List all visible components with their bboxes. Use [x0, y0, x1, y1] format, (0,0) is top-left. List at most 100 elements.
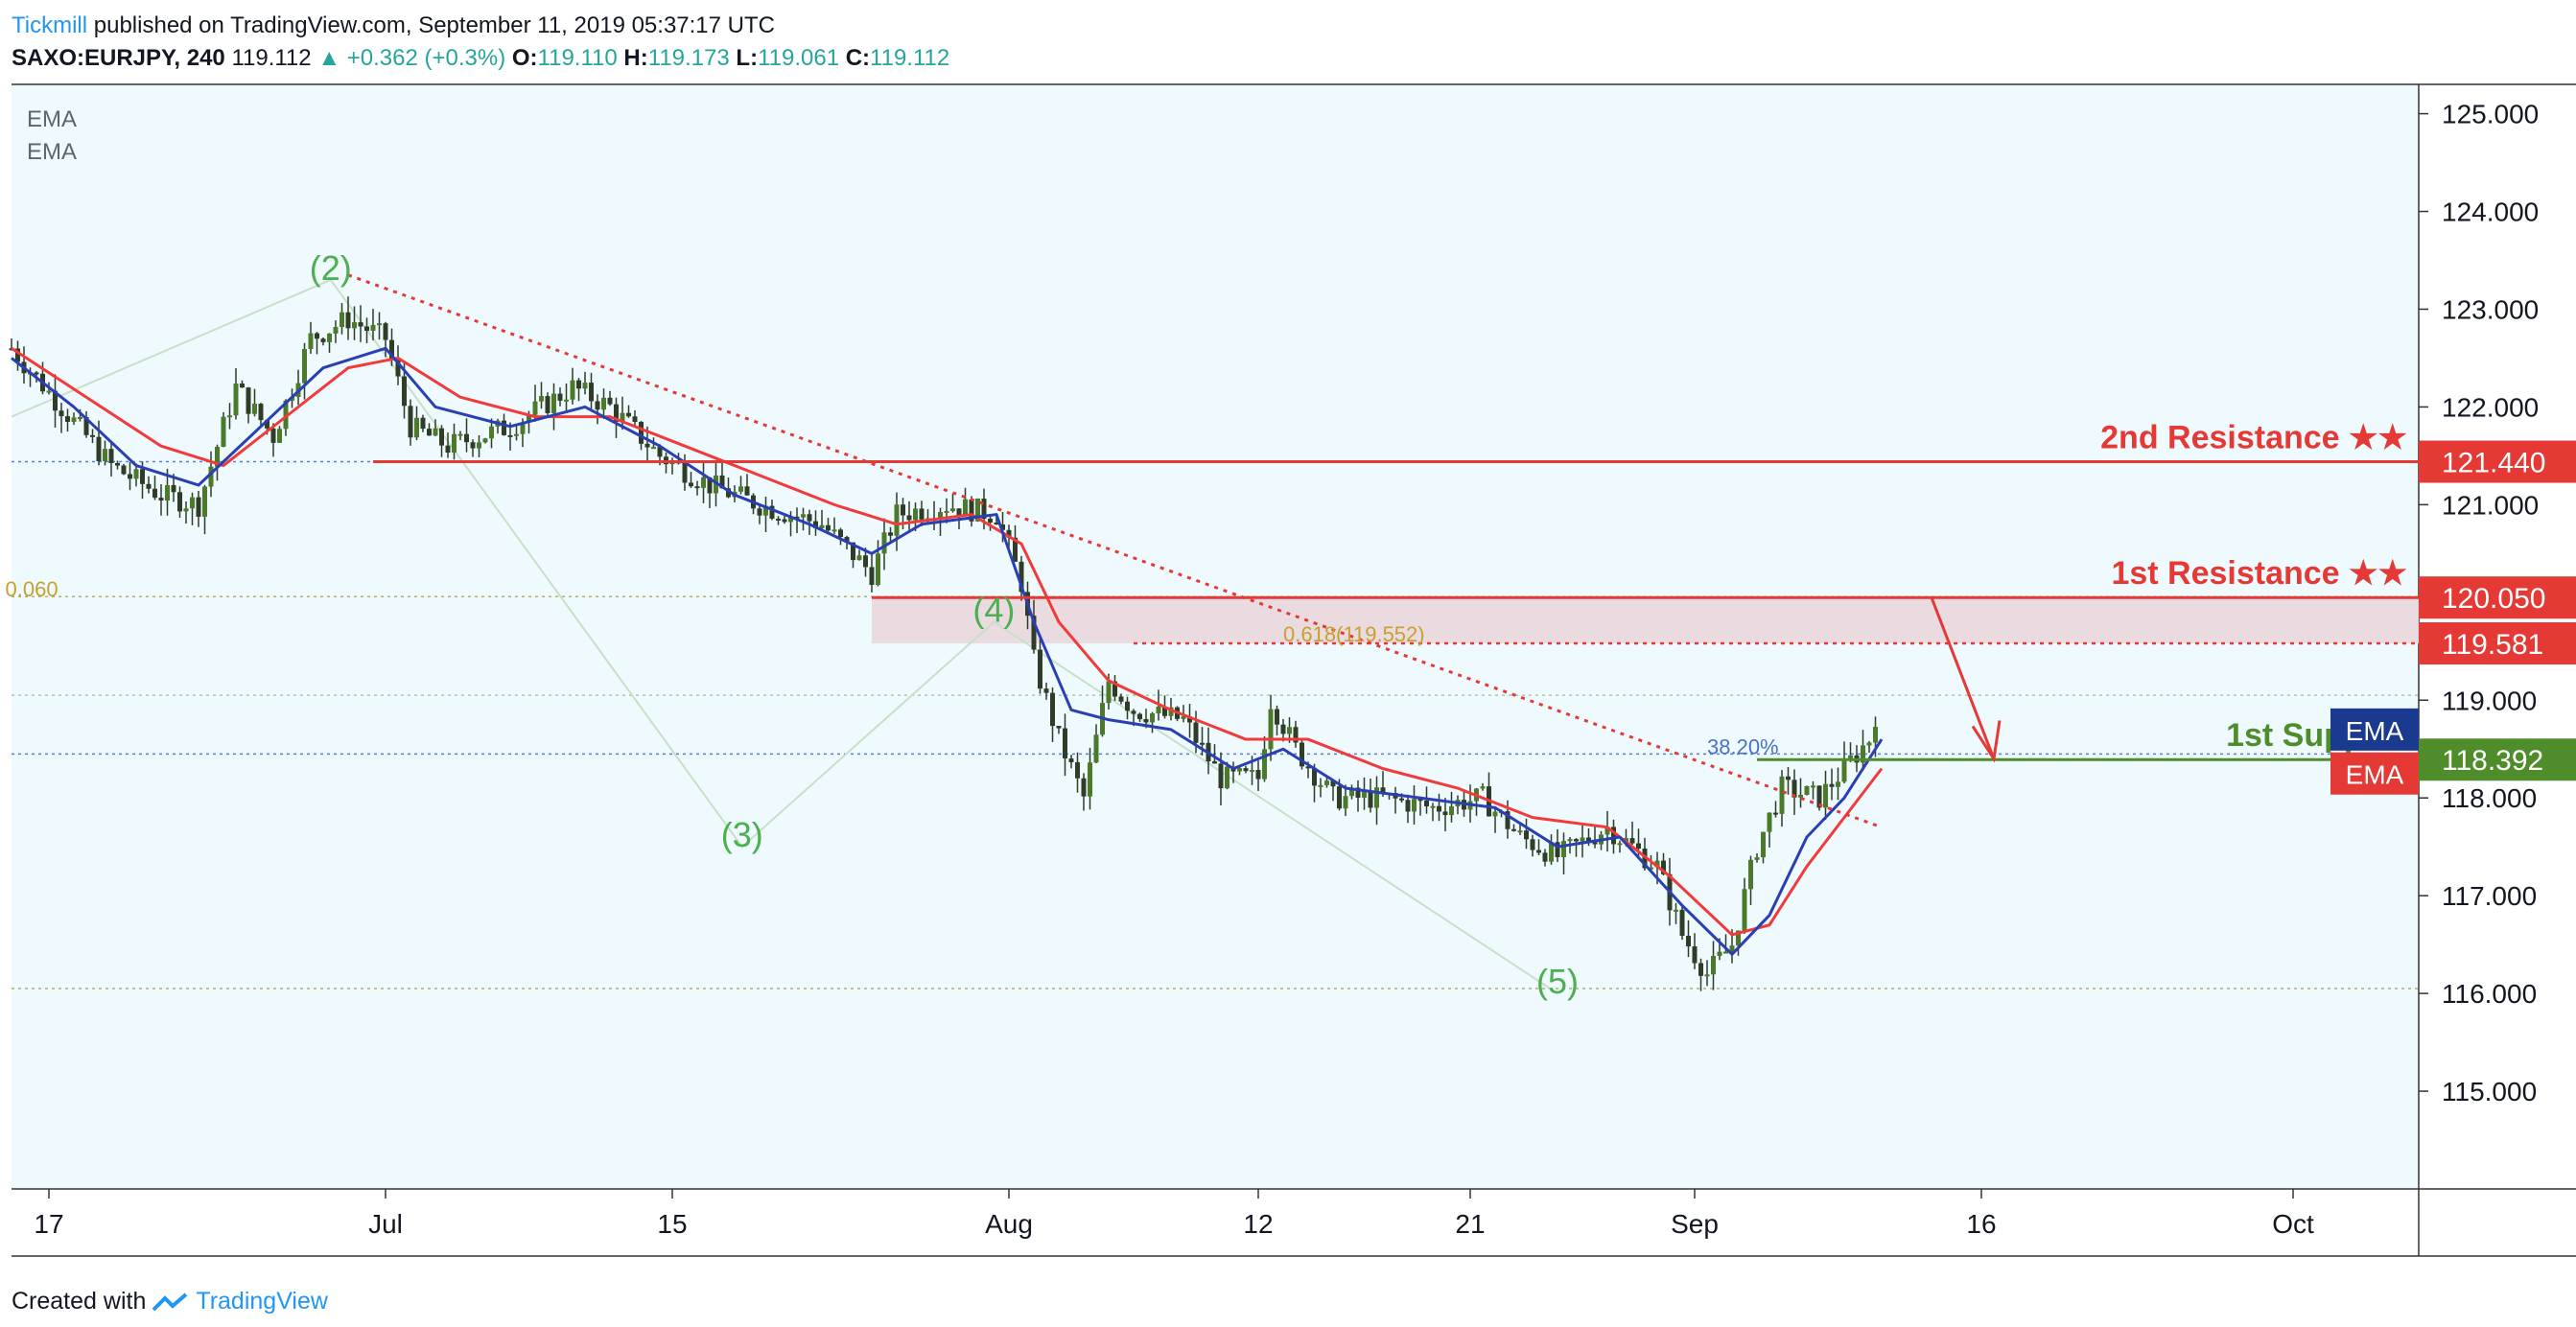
candle-body — [477, 442, 481, 449]
candle-body — [433, 428, 438, 436]
high-value: 119.173 — [647, 45, 730, 71]
up-arrow-icon: ▲ — [317, 45, 341, 71]
candle-body — [221, 416, 226, 447]
candle-body — [1106, 681, 1112, 704]
candle-body — [1823, 783, 1828, 808]
candle-body — [208, 466, 214, 487]
candle-body — [1711, 955, 1716, 975]
candle-body — [128, 474, 132, 479]
candle-body — [215, 446, 220, 467]
candle-body — [283, 400, 289, 430]
candle-body — [1000, 524, 1005, 530]
candle-body — [1293, 727, 1299, 743]
x-tick-label: Oct — [2272, 1209, 2314, 1239]
candle-body — [701, 477, 706, 488]
candle-body — [315, 333, 319, 339]
y-tick-label: 125.000 — [2442, 100, 2539, 129]
candle-body — [1742, 889, 1747, 931]
candle-body — [881, 532, 887, 554]
candle-body — [1343, 796, 1348, 809]
candle-body — [938, 512, 943, 520]
candle-body — [1305, 766, 1311, 769]
created-with: Created with — [12, 1288, 147, 1315]
candle-body — [340, 312, 344, 328]
candle-body — [863, 555, 868, 568]
candle-body — [358, 322, 363, 327]
candle-body — [345, 312, 351, 329]
publisher-link[interactable]: Tickmill — [12, 12, 88, 38]
candle-body — [1604, 826, 1610, 835]
candle-body — [158, 498, 164, 501]
low-label: L: — [736, 45, 759, 71]
candle-body — [994, 522, 999, 524]
target-arrow — [1930, 596, 1996, 759]
candle-body — [782, 519, 787, 523]
candle-body — [1779, 776, 1785, 814]
x-tick-label: 12 — [1243, 1209, 1273, 1239]
fib-label: 0.060 — [6, 577, 59, 601]
candle-body — [1754, 857, 1760, 860]
candle-body — [1412, 799, 1417, 812]
candle-body — [1337, 786, 1342, 809]
candle-body — [364, 326, 369, 332]
candle-body — [46, 390, 52, 393]
tradingview-link[interactable]: TradingView — [196, 1288, 328, 1315]
candle-body — [507, 434, 513, 437]
candle-body — [1181, 716, 1186, 719]
candle-body — [527, 414, 531, 423]
candle-body — [258, 404, 264, 421]
candle-body — [520, 422, 526, 434]
candle-body — [482, 438, 488, 443]
candle-body — [1156, 706, 1161, 714]
candle-body — [1038, 649, 1042, 689]
candle-body — [1841, 757, 1847, 782]
price-tag — [2419, 738, 2576, 781]
wave-label: (5) — [1536, 962, 1579, 1001]
footer: Created with TradingView — [12, 1288, 328, 1315]
candle-body — [844, 537, 850, 543]
ema-tag — [2330, 708, 2419, 751]
candle-body — [1081, 778, 1087, 797]
candle-body — [1368, 791, 1373, 808]
candle-body — [1449, 806, 1454, 816]
candle-body — [140, 469, 145, 484]
x-tick-label: Aug — [985, 1209, 1033, 1239]
price-tag-label: 120.050 — [2442, 583, 2545, 615]
candle-body — [1761, 831, 1766, 858]
candle-body — [457, 433, 463, 436]
candle-body — [707, 477, 713, 494]
level-name: 2nd Resistance ★★ — [2100, 420, 2407, 456]
candle-body — [452, 433, 457, 454]
candle-body — [545, 396, 550, 413]
y-tick-label: 119.000 — [2442, 686, 2537, 715]
candle-body — [146, 483, 152, 489]
candle-body — [1505, 811, 1510, 829]
candle-body — [975, 499, 980, 522]
candle-body — [769, 505, 775, 519]
x-tick-label: 16 — [1966, 1209, 1996, 1239]
candle-body — [1312, 767, 1317, 786]
candle-body — [439, 428, 444, 446]
candle-body — [1717, 951, 1722, 956]
candle-body — [78, 416, 82, 419]
candle-body — [1767, 812, 1772, 832]
candle-body — [1318, 784, 1323, 787]
candle-body — [1679, 909, 1685, 936]
candle-body — [1661, 860, 1666, 874]
candle-body — [807, 514, 812, 522]
candle-body — [1243, 768, 1249, 772]
candle-body — [1430, 805, 1436, 808]
candle-body — [1517, 830, 1523, 833]
candle-body — [327, 333, 332, 342]
candle-body — [383, 323, 388, 340]
candle-body — [270, 428, 276, 443]
candle-body — [183, 508, 189, 512]
candle-body — [1804, 785, 1810, 795]
wave-label: (4) — [972, 591, 1015, 630]
candle-body — [1686, 935, 1691, 947]
candle-body — [564, 399, 569, 402]
candle-body — [644, 443, 650, 448]
y-tick-label: 117.000 — [2442, 881, 2537, 911]
candle-body — [1698, 963, 1703, 976]
